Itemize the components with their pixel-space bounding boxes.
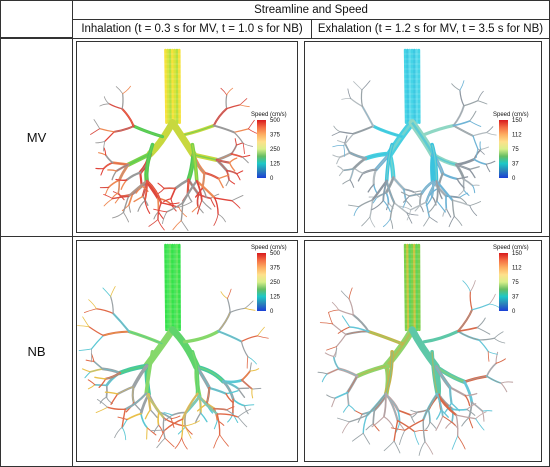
panel-nb-inhalation: Speed (cm/s) 500 375 250 125 0 xyxy=(76,240,298,462)
legend-title: Speed (cm/s) xyxy=(251,245,287,251)
colorbar xyxy=(499,253,508,311)
colorbar-tick-label: 150 xyxy=(512,251,523,257)
speed-legend: Speed (cm/s)150 112 75 37 0 xyxy=(493,112,529,182)
colorbar-tick-label: 500 xyxy=(270,118,281,124)
header-title: Streamline and Speed xyxy=(72,0,550,20)
colorbar xyxy=(257,253,266,311)
airway-tree xyxy=(331,48,497,230)
colorbar-tick-label: 500 xyxy=(270,251,281,257)
colorbar-tick-label: 75 xyxy=(512,147,519,153)
colorbar xyxy=(257,120,266,178)
panel-mv-inhalation: Speed (cm/s) 500 375 250 125 0 xyxy=(76,41,298,233)
colorbar-tick-label: 250 xyxy=(270,147,281,153)
legend-title: Speed (cm/s) xyxy=(493,112,529,118)
panel-mv-exhalation: Speed (cm/s) 150 112 75 37 0 xyxy=(304,41,542,233)
speed-legend: Speed (cm/s)500 375 250 125 0 xyxy=(251,245,287,315)
colorbar-tick-label: 375 xyxy=(270,133,281,139)
colorbar-tick-label: 0 xyxy=(270,176,274,182)
column-header-inhalation: Inhalation (t = 0.3 s for MV, t = 1.0 s … xyxy=(72,19,312,39)
colorbar-tick-label: 112 xyxy=(512,266,522,272)
colorbar-tick-label: 0 xyxy=(270,309,274,315)
colorbar-tick-label: 112 xyxy=(512,133,522,139)
airway-tree xyxy=(77,243,269,450)
airway-tree xyxy=(317,243,514,456)
airway-figure: Speed (cm/s)150 112 75 37 0 xyxy=(331,48,529,230)
airway-figure: Speed (cm/s)150 112 75 37 0 xyxy=(317,243,529,456)
colorbar-tick-label: 37 xyxy=(512,162,519,168)
corner-cell xyxy=(0,0,73,38)
speed-legend: Speed (cm/s)500 375 250 125 0 xyxy=(251,112,287,182)
colorbar-tick-label: 250 xyxy=(270,280,281,286)
colorbar-tick-label: 125 xyxy=(270,295,281,301)
colorbar-tick-label: 125 xyxy=(270,162,281,168)
row-label-nb: NB xyxy=(0,236,73,467)
airway-figure: Speed (cm/s)500 375 250 125 0 xyxy=(90,48,287,232)
colorbar-tick-label: 150 xyxy=(512,118,523,124)
row-label-mv: MV xyxy=(0,38,73,237)
colorbar-tick-label: 0 xyxy=(512,309,516,315)
colorbar xyxy=(499,120,508,178)
colorbar-tick-label: 375 xyxy=(270,266,281,272)
speed-legend: Speed (cm/s)150 112 75 37 0 xyxy=(493,245,529,315)
colorbar-tick-label: 0 xyxy=(512,176,516,182)
column-header-exhalation: Exhalation (t = 1.2 s for MV, t = 3.5 s … xyxy=(311,19,550,39)
colorbar-tick-label: 37 xyxy=(512,295,519,301)
airway-figure: Speed (cm/s)500 375 250 125 0 xyxy=(77,243,287,450)
legend-title: Speed (cm/s) xyxy=(493,245,529,251)
panel-nb-exhalation: Speed (cm/s) 150 112 75 37 0 xyxy=(304,240,542,462)
airway-tree xyxy=(90,48,258,232)
legend-title: Speed (cm/s) xyxy=(251,112,287,118)
colorbar-tick-label: 75 xyxy=(512,280,519,286)
